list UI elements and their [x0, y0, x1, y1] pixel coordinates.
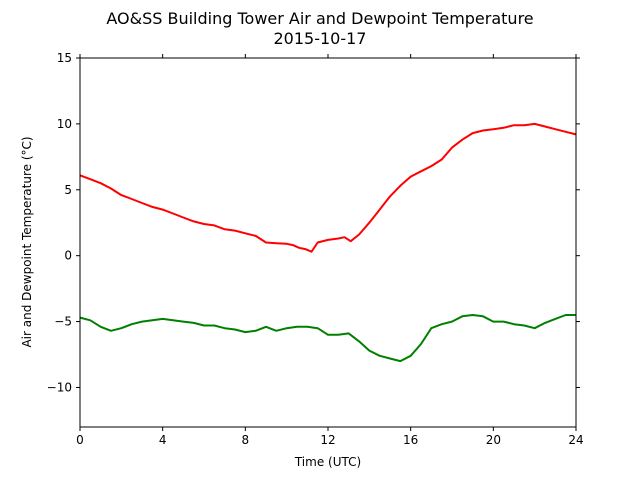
plot-lines — [79, 122, 577, 363]
axis-ticks: 0 4 8 12 16 20 24 −10 −5 0 5 10 15 — [47, 51, 584, 447]
y-tick-label: −10 — [47, 380, 72, 394]
x-axis-label: Time (UTC) — [294, 455, 361, 469]
y-tick-label: 15 — [57, 51, 72, 65]
x-tick-label: 24 — [568, 433, 583, 447]
x-tick-label: 16 — [403, 433, 418, 447]
x-tick-label: 20 — [486, 433, 501, 447]
chart-subtitle: 2015-10-17 — [274, 29, 367, 48]
y-axis-label: Air and Dewpoint Temperature (°C) — [20, 136, 34, 347]
x-tick-label: 8 — [242, 433, 250, 447]
plot-frame — [79, 57, 577, 428]
y-tick-label: 5 — [64, 183, 72, 197]
x-tick-label: 12 — [320, 433, 335, 447]
y-tick-label: −5 — [54, 315, 72, 329]
chart-title: AO&SS Building Tower Air and Dewpoint Te… — [106, 9, 533, 28]
series-line-1 — [79, 122, 577, 253]
y-tick-label: 10 — [57, 117, 72, 131]
x-tick-label: 0 — [76, 433, 84, 447]
x-tick-label: 4 — [159, 433, 167, 447]
series-line-2 — [79, 314, 576, 363]
y-tick-label: 0 — [64, 249, 72, 263]
